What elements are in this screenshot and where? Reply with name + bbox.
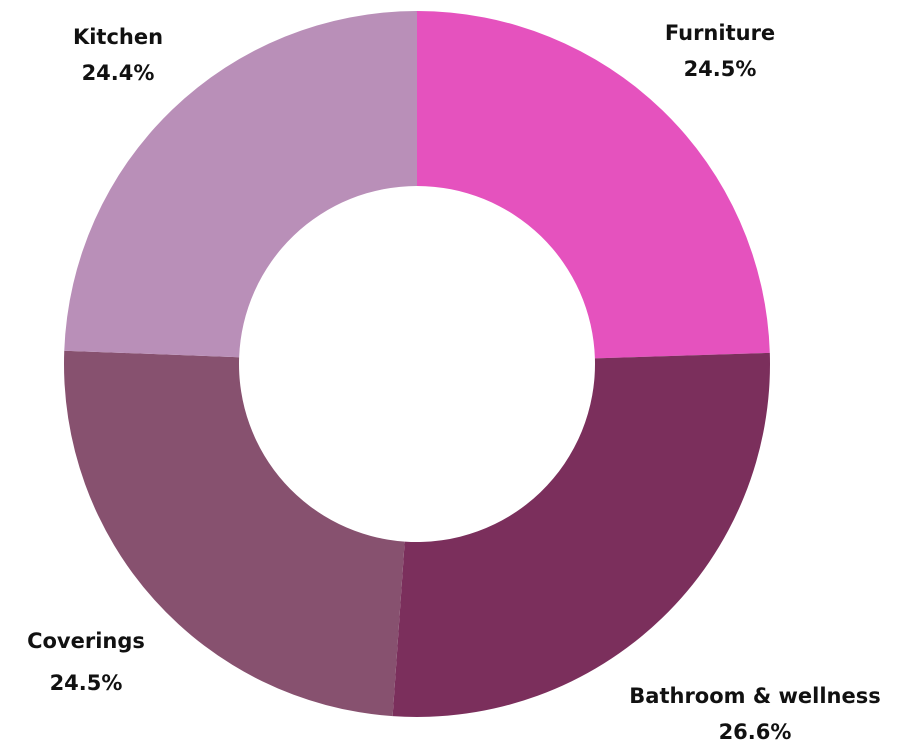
- slice-label: Kitchen: [73, 25, 163, 49]
- slice-label: Bathroom & wellness: [629, 684, 880, 708]
- slice-value-label: 24.5%: [50, 671, 123, 695]
- donut-slice: [417, 11, 770, 359]
- donut-slice: [392, 352, 770, 717]
- slice-value-label: 24.4%: [82, 61, 155, 85]
- slice-label: Coverings: [27, 629, 145, 653]
- slice-value-label: 24.5%: [684, 57, 757, 81]
- donut-slice: [64, 11, 417, 358]
- donut-slice: [63, 350, 405, 717]
- slice-value-label: 26.6%: [719, 720, 792, 744]
- slice-label: Furniture: [665, 21, 775, 45]
